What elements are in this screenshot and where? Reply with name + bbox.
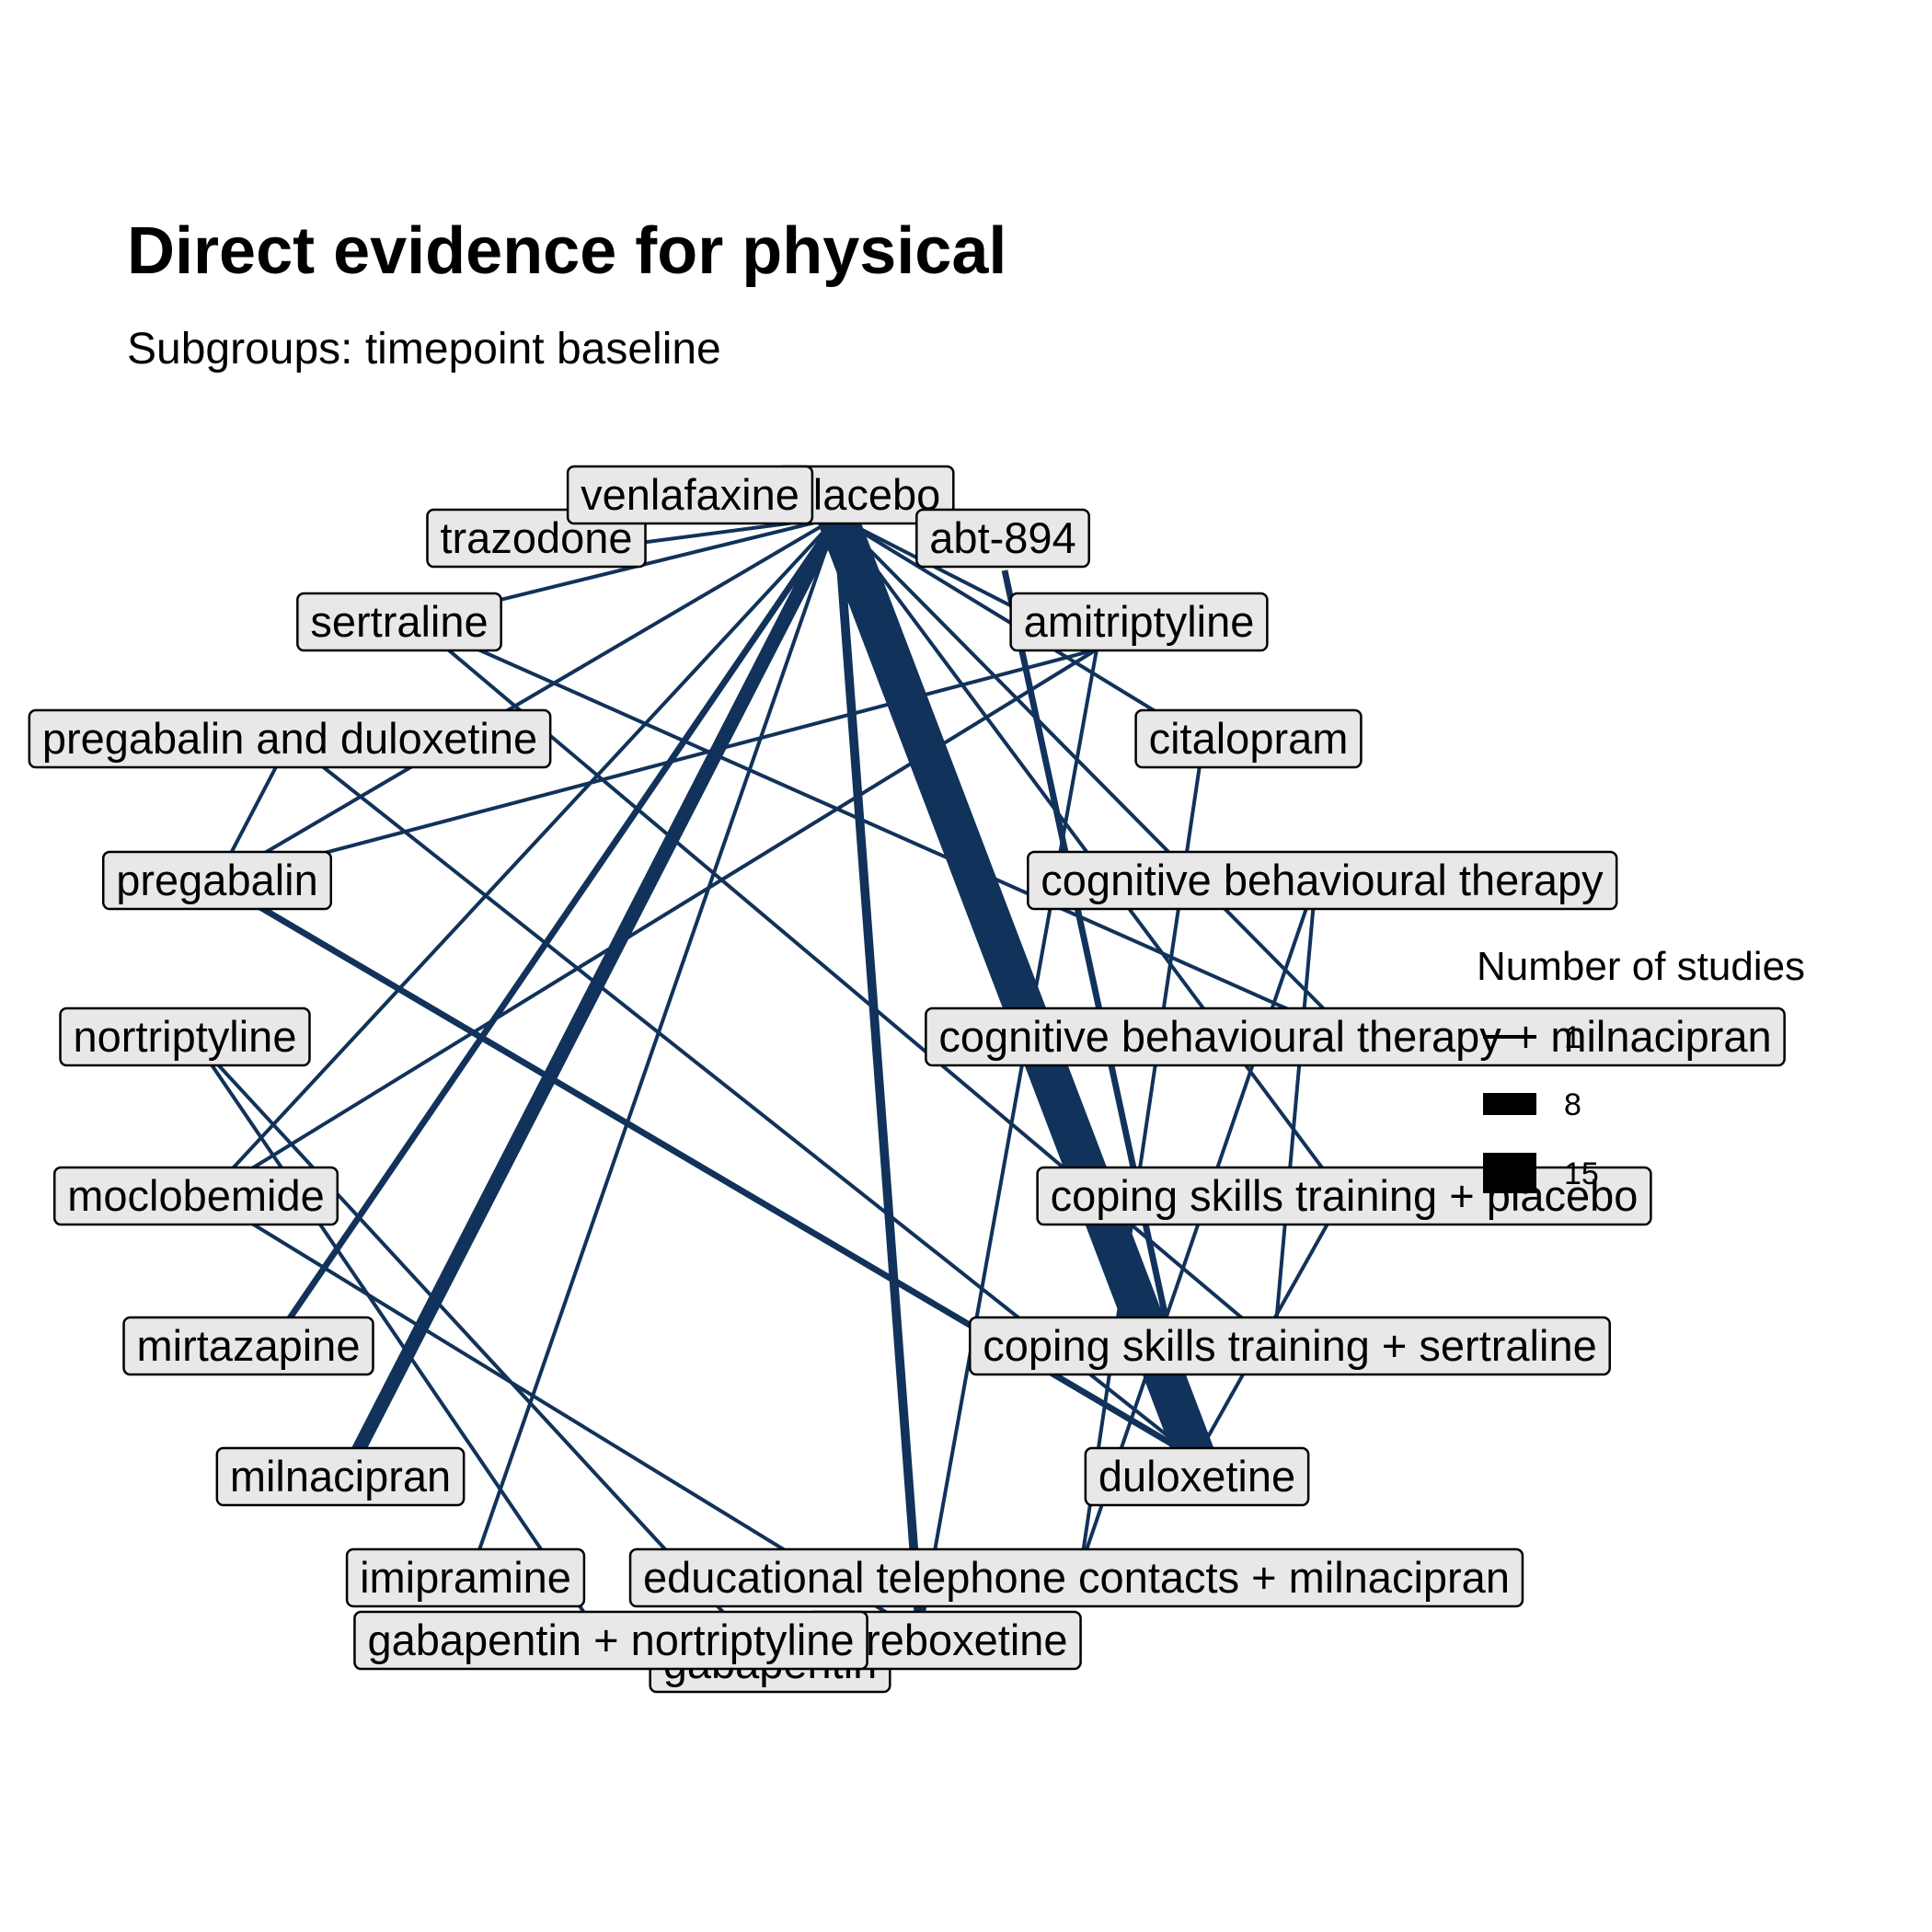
edge-sertraline-cbt_mil — [413, 619, 1353, 1040]
node-pregabalin: pregabalin — [101, 850, 333, 911]
node-box — [1027, 850, 1618, 911]
edge-nortriptyline-gab_nort — [191, 1036, 600, 1635]
node-label: mirtazapine — [137, 1321, 361, 1370]
node-box — [925, 1006, 1786, 1067]
node-box — [59, 1006, 311, 1067]
edge-amitriptyline-esreboxetine — [918, 649, 1098, 1634]
node-label: cognitive behavioural therapy + milnacip… — [938, 1012, 1771, 1061]
edge-cbt-cst_sert — [1272, 880, 1317, 1346]
node-label: coping skills training + placebo — [1051, 1171, 1639, 1220]
node-box — [1134, 708, 1363, 769]
node-mirtazapine: mirtazapine — [122, 1316, 374, 1376]
chart-subtitle: Subgroups: timepoint baseline — [127, 325, 721, 374]
node-label: imipramine — [360, 1553, 571, 1602]
edge-placebo-esreboxetine — [833, 516, 925, 1634]
node-label: educational telephone contacts + milnaci… — [643, 1553, 1510, 1602]
node-etc_mil: educational telephone contacts + milnaci… — [628, 1547, 1524, 1608]
node-box — [1084, 1446, 1310, 1507]
node-label: sertraline — [310, 597, 488, 646]
legend-label-1: 1 — [1564, 1020, 1581, 1055]
edge-placebo-pregabalin — [214, 515, 839, 883]
node-label: pregabalin and duloxetine — [42, 714, 537, 763]
node-cst_sert: coping skills training + sertraline — [969, 1316, 1611, 1376]
node-nortriptyline: nortriptyline — [59, 1006, 311, 1067]
edge-placebo-cbt_mil — [835, 515, 1354, 1040]
node-venlafaxine: venlafaxine — [566, 465, 814, 525]
node-label: duloxetine — [1098, 1452, 1295, 1501]
node-cbt_mil: cognitive behavioural therapy + milnacip… — [925, 1006, 1786, 1067]
node-label: amitriptyline — [1024, 597, 1255, 646]
node-cbt: cognitive behavioural therapy — [1027, 850, 1618, 911]
legend-key-15 — [1483, 1153, 1536, 1193]
node-label: venlafaxine — [581, 470, 799, 519]
node-box — [969, 1316, 1611, 1376]
node-cst_placebo: coping skills training + placebo — [1036, 1166, 1652, 1226]
legend-key-1 — [1483, 1035, 1536, 1039]
node-amitriptyline: amitriptyline — [1009, 592, 1269, 652]
node-box — [28, 708, 552, 769]
node-box — [345, 1547, 586, 1608]
node-label: pregabalin — [116, 856, 318, 904]
node-imipramine: imipramine — [345, 1547, 586, 1608]
node-box — [296, 592, 502, 652]
edge-placebo-duloxetine — [818, 510, 1215, 1466]
node-label: coping skills training + sertraline — [983, 1321, 1596, 1370]
node-box — [628, 1547, 1524, 1608]
legend-label-8: 8 — [1564, 1087, 1581, 1122]
node-label: moclobemide — [67, 1171, 325, 1220]
node-box — [1009, 592, 1269, 652]
node-label: abt-894 — [929, 513, 1075, 562]
node-citalopram: citalopram — [1134, 708, 1363, 769]
edge-amitriptyline-pregabalin — [215, 648, 1098, 883]
node-box — [215, 1446, 466, 1507]
chart-title: Direct evidence for physical — [127, 214, 1007, 288]
edge-amitriptyline-moclobemide — [205, 648, 1098, 1198]
node-label: citalopram — [1149, 714, 1349, 763]
node-preg_dul: pregabalin and duloxetine — [28, 708, 552, 769]
node-label: milnacipran — [230, 1452, 451, 1501]
node-abt: abt-894 — [915, 508, 1090, 569]
node-box — [566, 465, 814, 525]
node-sertraline: sertraline — [296, 592, 502, 652]
node-label: placebo — [789, 470, 941, 519]
legend-label-15: 15 — [1564, 1156, 1599, 1191]
node-moclobemide: moclobemide — [52, 1166, 339, 1226]
legend-key-8 — [1483, 1093, 1536, 1115]
node-label: nortriptyline — [74, 1012, 297, 1061]
node-box — [52, 1166, 339, 1226]
node-duloxetine: duloxetine — [1084, 1446, 1310, 1507]
node-label: gabapentin + nortriptyline — [367, 1616, 854, 1664]
node-box — [915, 508, 1090, 569]
edge-placebo-mirtazapine — [269, 515, 840, 1347]
node-gab_nort: gabapentin + nortriptyline — [353, 1610, 868, 1671]
edge-placebo-moclobemide — [205, 515, 839, 1198]
edge-placebo-imipramine — [472, 516, 839, 1567]
node-milnacipran: milnacipran — [215, 1446, 466, 1507]
node-label: cognitive behavioural therapy — [1041, 856, 1604, 904]
node-box — [122, 1316, 374, 1376]
node-box — [353, 1610, 868, 1671]
node-box — [101, 850, 333, 911]
legend-title: Number of studies — [1477, 944, 1805, 989]
